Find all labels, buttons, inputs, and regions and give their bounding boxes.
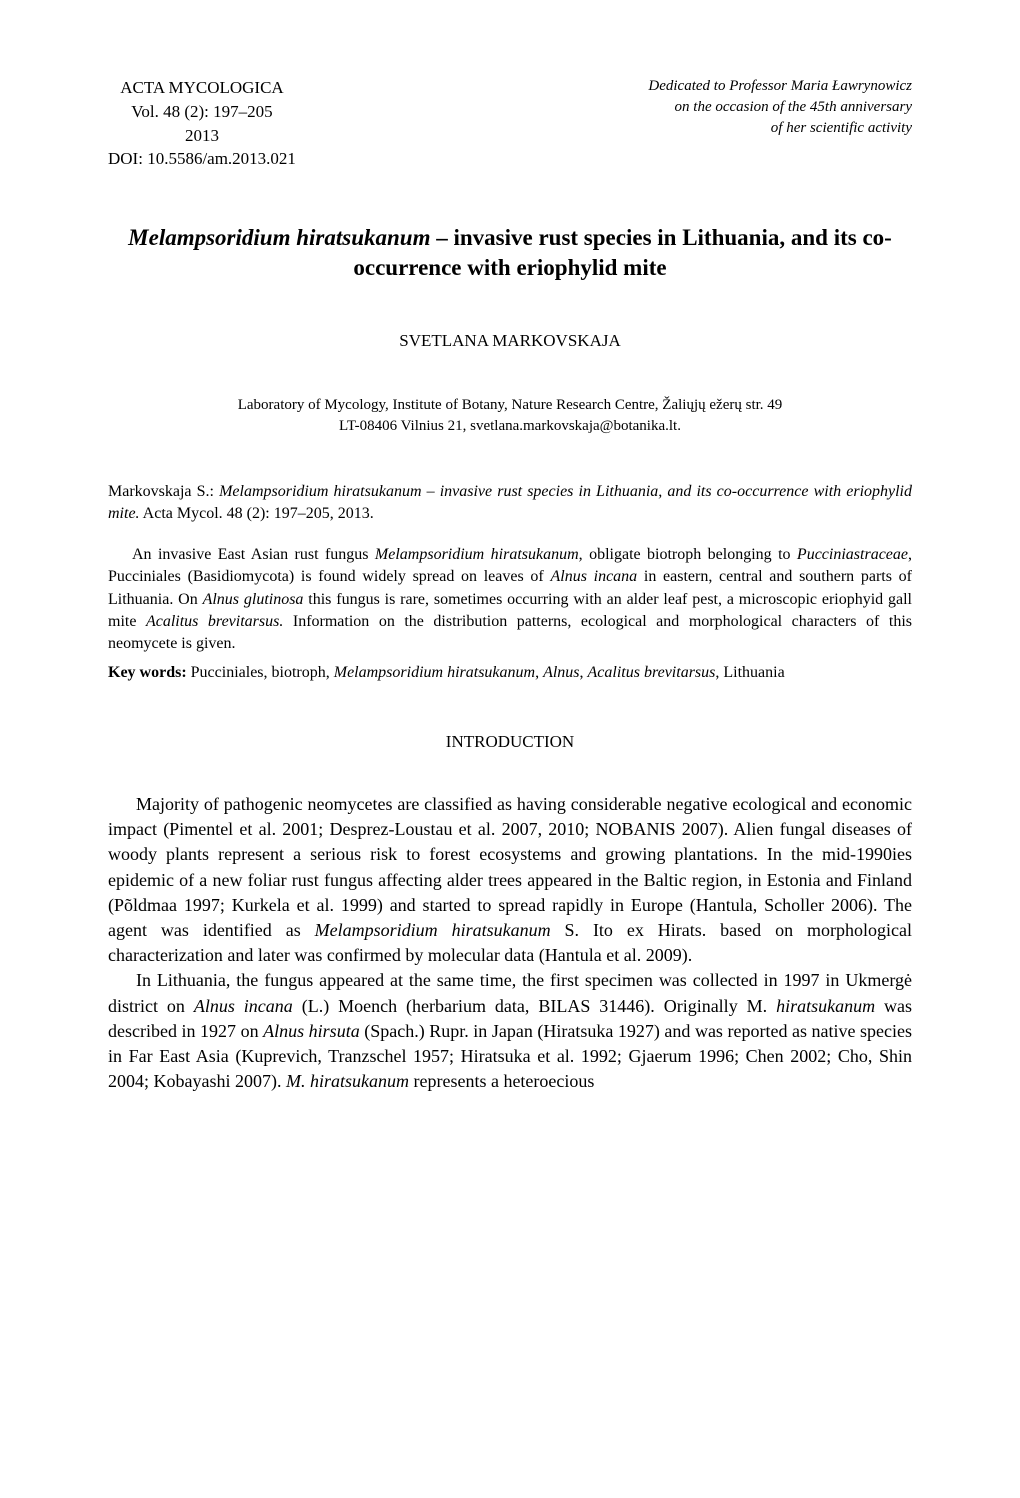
keywords-label: Key words: xyxy=(108,664,187,681)
volume-info: Vol. 48 (2): 197–205 xyxy=(108,100,296,124)
abstract-italic-5: Acalitus brevitarsus. xyxy=(146,613,283,630)
dedication-line-1: Dedicated to Professor Maria Ławrynowicz xyxy=(648,76,912,97)
body-paragraph-1: Majority of pathogenic neomycetes are cl… xyxy=(108,792,912,968)
body2-text-2: (L.) Moench (herbarium data, BILAS 31446… xyxy=(293,996,776,1016)
body2-text-5: represents a heteroecious xyxy=(409,1071,594,1091)
header-row: ACTA MYCOLOGICA Vol. 48 (2): 197–205 201… xyxy=(108,76,912,171)
body2-italic-4: M. hiratsukanum xyxy=(286,1071,409,1091)
abstract-italic-1: Melampsoridium hiratsukanum, xyxy=(375,546,583,563)
body2-italic-2: hiratsukanum xyxy=(776,996,875,1016)
title-italic: Melampsoridium hiratsukanum xyxy=(128,225,430,250)
section-heading: INTRODUCTION xyxy=(108,732,912,752)
keywords-italic-2: Alnus xyxy=(543,664,579,681)
body2-italic-3: Alnus hirsuta xyxy=(263,1021,360,1041)
journal-info: ACTA MYCOLOGICA Vol. 48 (2): 197–205 201… xyxy=(108,76,296,171)
abstract-italic-4: Alnus glutinosa xyxy=(203,591,304,608)
keywords-italic-3: Acalitus brevitarsus xyxy=(588,664,716,681)
abstract-italic-3: Alnus incana xyxy=(550,568,637,585)
keywords-text-2: , xyxy=(535,664,543,681)
journal-name: ACTA MYCOLOGICA xyxy=(108,76,296,100)
dedication: Dedicated to Professor Maria Ławrynowicz… xyxy=(648,76,912,171)
keywords-text-1: Pucciniales, biotroph, xyxy=(187,664,334,681)
abstract: An invasive East Asian rust fungus Melam… xyxy=(108,544,912,656)
dedication-line-3: of her scientific activity xyxy=(648,118,912,139)
abstract-text-2: obligate biotroph belonging to xyxy=(583,546,797,563)
keywords-text-3: , xyxy=(580,664,588,681)
affiliation-line-1: Laboratory of Mycology, Institute of Bot… xyxy=(108,395,912,416)
year-info: 2013 xyxy=(108,124,296,148)
affiliation-line-2: LT-08406 Vilnius 21, svetlana.markovskaj… xyxy=(108,416,912,437)
dedication-line-2: on the occasion of the 45th anniversary xyxy=(648,97,912,118)
citation: Markovskaja S.: Melampsoridium hiratsuka… xyxy=(108,481,912,526)
body1-italic-1: Melampsoridium hiratsukanum xyxy=(315,920,551,940)
title-rest: – invasive rust species in Lithuania, an… xyxy=(353,225,891,280)
abstract-italic-2: Pucciniastraceae xyxy=(797,546,908,563)
keywords-text-4: , Lithuania xyxy=(715,664,784,681)
doi-info: DOI: 10.5586/am.2013.021 xyxy=(108,147,296,171)
keywords-italic-1: Melampsoridium hiratsukanum xyxy=(334,664,535,681)
body-paragraph-2: In Lithuania, the fungus appeared at the… xyxy=(108,968,912,1094)
article-title: Melampsoridium hiratsukanum – invasive r… xyxy=(108,223,912,283)
affiliation: Laboratory of Mycology, Institute of Bot… xyxy=(108,395,912,437)
body1-text-1: Majority of pathogenic neomycetes are cl… xyxy=(108,794,912,940)
body2-italic-1: Alnus incana xyxy=(194,996,293,1016)
keywords: Key words: Pucciniales, biotroph, Melamp… xyxy=(108,662,912,684)
author-name: SVETLANA MARKOVSKAJA xyxy=(108,331,912,351)
citation-author: Markovskaja S.: xyxy=(108,483,219,500)
abstract-text-1: An invasive East Asian rust fungus xyxy=(132,546,375,563)
citation-journal: Acta Mycol. 48 (2): 197–205, 2013. xyxy=(140,505,374,522)
